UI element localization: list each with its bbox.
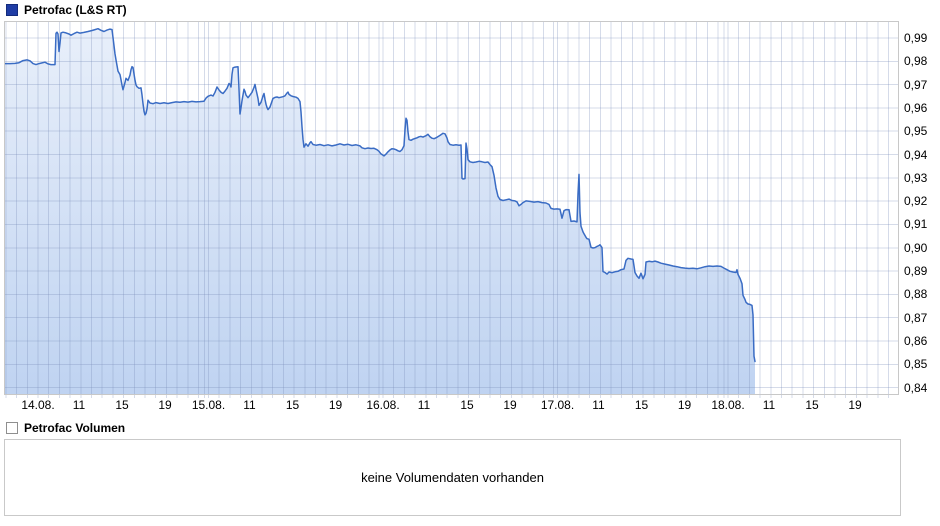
x-axis-label: 11	[72, 398, 86, 412]
x-axis-label: 19	[848, 398, 862, 412]
y-axis-label: 0,87	[904, 310, 928, 325]
volume-plot-area: keine Volumendaten vorhanden	[4, 439, 901, 516]
y-axis-label: 0,97	[904, 77, 928, 92]
y-axis-label: 0,89	[904, 264, 928, 279]
y-axis-label: 0,90	[904, 240, 928, 255]
y-axis-label: 0,91	[904, 217, 928, 232]
x-axis-label: 16.08.	[366, 398, 400, 412]
x-axis-label: 14.08.	[21, 398, 55, 412]
x-axis-label: 19	[677, 398, 692, 412]
x-axis-label: 11	[762, 398, 776, 412]
price-area-fill	[5, 28, 755, 395]
y-axis-label: 0,84	[904, 380, 928, 395]
axis-ticks	[5, 394, 889, 398]
y-axis-label: 0,93	[904, 170, 928, 185]
x-axis-label: 11	[243, 398, 256, 412]
y-axis-label: 0,86	[904, 334, 928, 349]
x-axis-label: 17.08.	[540, 398, 575, 412]
x-axis-label: 15	[285, 398, 300, 412]
volume-empty-message: keine Volumendaten vorhanden	[361, 470, 544, 485]
x-axis-label: 15	[460, 398, 474, 412]
y-axis-label: 0,92	[904, 194, 928, 209]
x-axis-label: 19	[328, 398, 343, 412]
x-axis-label: 19	[158, 398, 172, 412]
y-axis-label: 0,94	[904, 147, 928, 162]
y-axis-label: 0,88	[904, 287, 928, 302]
price-chart-title: Petrofac (L&S RT)	[24, 3, 127, 17]
price-chart-legend: Petrofac (L&S RT)	[6, 3, 127, 17]
volume-chart-legend: Petrofac Volumen	[6, 421, 125, 435]
price-line	[4, 27, 756, 363]
volume-series-swatch-icon	[6, 422, 18, 434]
y-axis-label: 0,99	[904, 31, 928, 45]
x-axis-label: 15	[805, 398, 819, 412]
price-series-swatch-icon	[6, 4, 18, 16]
x-axis-label: 15.08.	[191, 398, 226, 412]
x-axis-label: 19	[503, 398, 517, 412]
y-axis-label: 0,85	[904, 357, 928, 372]
gridlines	[4, 21, 899, 395]
price-plot-border	[4, 21, 899, 395]
x-axis-label: 11	[417, 398, 431, 412]
y-axis-label: 0,98	[904, 54, 928, 69]
y-axis-label: 0,96	[904, 100, 928, 115]
x-axis-label: 11	[592, 398, 605, 412]
x-axis-label: 15	[634, 398, 649, 412]
price-plot-svg	[4, 21, 899, 398]
price-plot-area	[4, 21, 899, 399]
x-axis-label: 15	[115, 398, 129, 412]
y-axis-label: 0,95	[904, 124, 928, 139]
x-axis-label: 18.08.	[711, 398, 745, 412]
volume-chart-title: Petrofac Volumen	[24, 421, 126, 435]
